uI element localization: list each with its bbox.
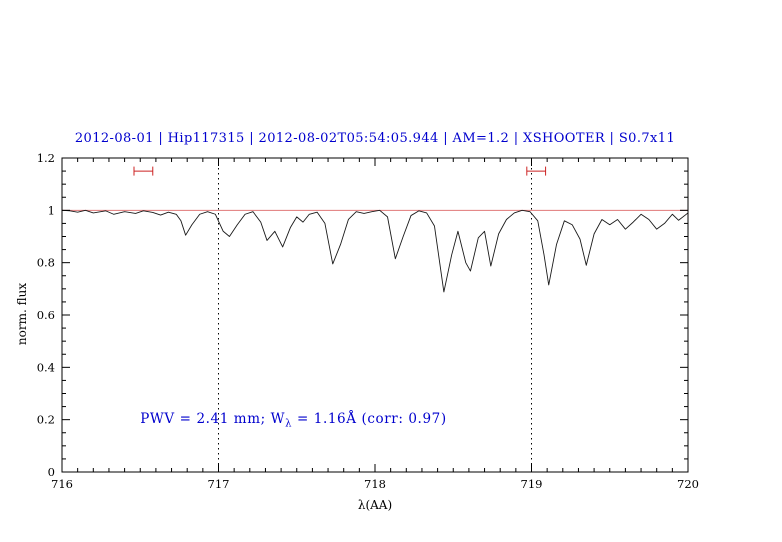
x-tick-label: 717 — [208, 477, 230, 491]
y-tick-label: 0.2 — [37, 413, 55, 427]
annotation-text-pre: PWV = 2.41 mm; W — [140, 410, 286, 427]
y-tick-label: 0.6 — [37, 308, 55, 322]
y-tick-label: 1.2 — [37, 151, 55, 165]
y-tick-label: 0.8 — [37, 256, 55, 270]
x-tick-label: 716 — [51, 477, 73, 491]
annotation-text-post: = 1.16Å (corr: 0.97) — [292, 410, 447, 427]
x-axis-label: λ(AA) — [357, 498, 393, 512]
y-tick-label: 1 — [48, 203, 55, 217]
plot-title: 2012-08-01 | Hip117315 | 2012-08-02T05:5… — [74, 131, 676, 146]
spectrum-line — [61, 209, 689, 293]
y-tick-label: 0.4 — [37, 360, 55, 374]
x-tick-label: 719 — [521, 477, 543, 491]
y-tick-label: 0 — [48, 465, 55, 479]
x-tick-label: 718 — [364, 477, 386, 491]
x-tick-label: 720 — [677, 477, 699, 491]
y-axis-label: norm. flux — [15, 282, 29, 346]
pwv-annotation: PWV = 2.41 mm; Wλ = 1.16Å (corr: 0.97) — [140, 411, 446, 430]
annotation-lambda-subscript: λ — [285, 418, 293, 430]
